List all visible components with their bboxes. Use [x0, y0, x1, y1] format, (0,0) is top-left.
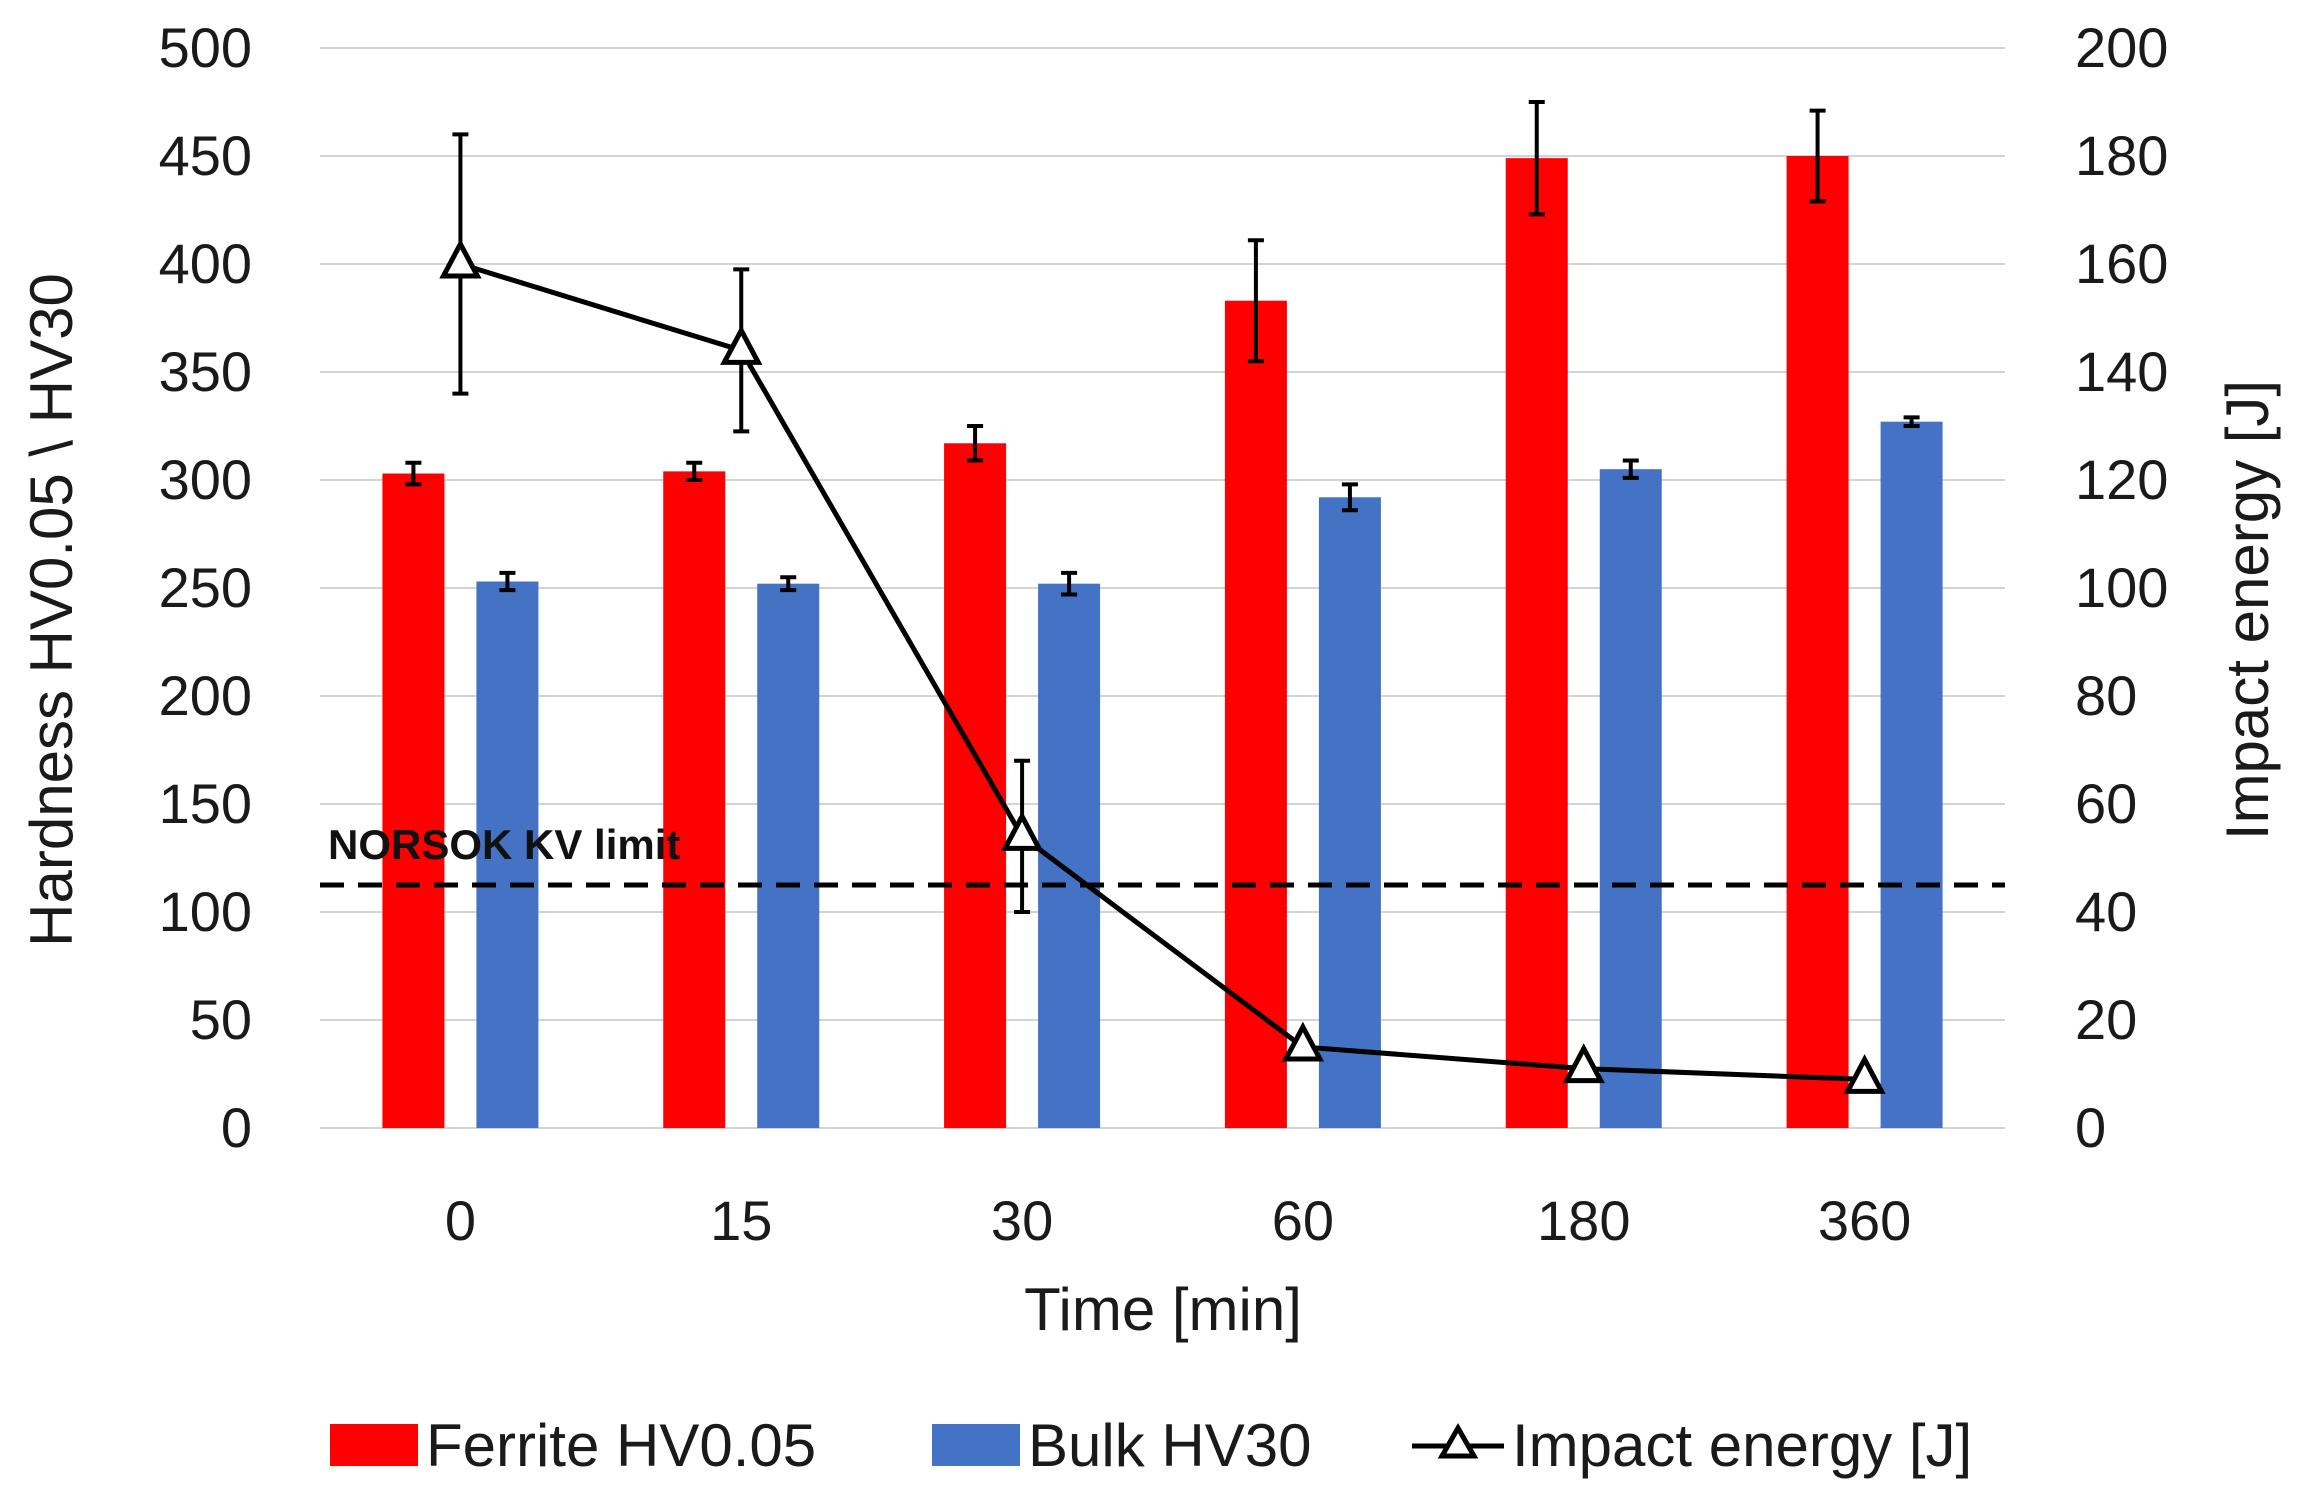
impact-marker: [720, 325, 763, 365]
impact-energy-polyline: [459, 261, 1865, 1082]
y-axis-title: Hardness HV0.05 \ HV30: [18, 273, 85, 947]
error-bar-ferrite: [1247, 238, 1264, 364]
y-tick-label: 200: [159, 664, 252, 727]
y2-tick-label: 140: [2075, 340, 2168, 403]
y-tick-label: 50: [190, 988, 252, 1051]
bar-bulk: [1318, 497, 1381, 1128]
y2-tick-label: 120: [2075, 448, 2168, 511]
y2-tick-label: 160: [2075, 232, 2168, 295]
error-bar-ferrite: [967, 424, 984, 463]
y2-tick-label: 200: [2075, 16, 2168, 79]
legend: Ferrite HV0.05 Bulk HV30 Impact energy […: [330, 1412, 1972, 1479]
legend-marker-impact: [1437, 1422, 1479, 1459]
legend-label-ferrite: Ferrite HV0.05: [426, 1412, 816, 1479]
gridlines: [320, 47, 2005, 1129]
error-bar-bulk: [499, 570, 516, 593]
y-tick-label: 300: [159, 448, 252, 511]
reference-line-label: NORSOK KV limit: [328, 821, 680, 868]
error-bar-ferrite: [1809, 108, 1826, 204]
legend-swatch-ferrite: [330, 1424, 418, 1466]
x-tick-label: 60: [1272, 1189, 1334, 1252]
impact-marker: [1000, 811, 1044, 851]
bar-ferrite: [944, 443, 1007, 1128]
y-tick-label: 250: [159, 556, 252, 619]
x-tick-label: 180: [1537, 1189, 1630, 1252]
x-tick-label: 360: [1818, 1189, 1911, 1252]
error-bar-bulk: [780, 575, 797, 593]
bar-ferrite: [1786, 156, 1849, 1128]
error-bar-ferrite: [405, 460, 422, 487]
y-tick-label: 100: [159, 880, 252, 943]
x-tick-label: 15: [710, 1189, 772, 1252]
impact-marker: [439, 238, 482, 279]
error-bar-ferrite: [686, 460, 703, 482]
impact-marker: [1843, 1054, 1886, 1094]
y-tick-label: 400: [159, 232, 252, 295]
y2-tick-label: 180: [2075, 124, 2168, 187]
bar-bulk: [476, 581, 539, 1128]
x-tick-label: 30: [991, 1189, 1053, 1252]
y-tick-label: 0: [221, 1096, 252, 1159]
bar-ferrite: [382, 473, 445, 1128]
legend-swatch-bulk: [932, 1424, 1020, 1466]
y2-tick-label: 60: [2075, 772, 2137, 835]
y2-tick-label: 100: [2075, 556, 2168, 619]
reference-line-group: NORSOK KV limit: [320, 821, 2005, 888]
impact-energy-line: [439, 132, 1886, 1094]
legend-label-impact: Impact energy [J]: [1512, 1412, 1972, 1479]
bars: [382, 100, 1943, 1129]
x-tick-label: 0: [445, 1189, 476, 1252]
y-tick-label: 450: [159, 124, 252, 187]
bar-ferrite: [1505, 158, 1568, 1128]
y2-tick-label: 40: [2075, 880, 2137, 943]
x-axis-title: Time [min]: [1024, 1276, 1302, 1343]
y2-axis-title: Impact energy [J]: [2214, 380, 2281, 840]
bar-bulk: [1880, 421, 1943, 1128]
bar-ferrite: [663, 471, 726, 1128]
y-tick-label: 350: [159, 340, 252, 403]
error-bar-bulk: [1903, 415, 1920, 428]
y2-tick-label: 80: [2075, 664, 2137, 727]
y-tick-label: 500: [159, 16, 252, 79]
bar-bulk: [757, 583, 820, 1128]
error-bar-bulk: [1061, 570, 1078, 597]
y-tick-label: 150: [159, 772, 252, 835]
y2-tick-label: 0: [2075, 1096, 2106, 1159]
bar-ferrite: [1224, 300, 1287, 1129]
error-bar-bulk: [1622, 458, 1639, 480]
error-bar-ferrite: [1528, 100, 1545, 217]
bar-bulk: [1599, 469, 1662, 1128]
legend-label-bulk: Bulk HV30: [1028, 1412, 1311, 1479]
impact-marker: [1281, 1021, 1325, 1062]
impact-marker: [1562, 1043, 1605, 1084]
y2-tick-label: 20: [2075, 988, 2137, 1051]
error-bar-bulk: [1341, 482, 1358, 513]
